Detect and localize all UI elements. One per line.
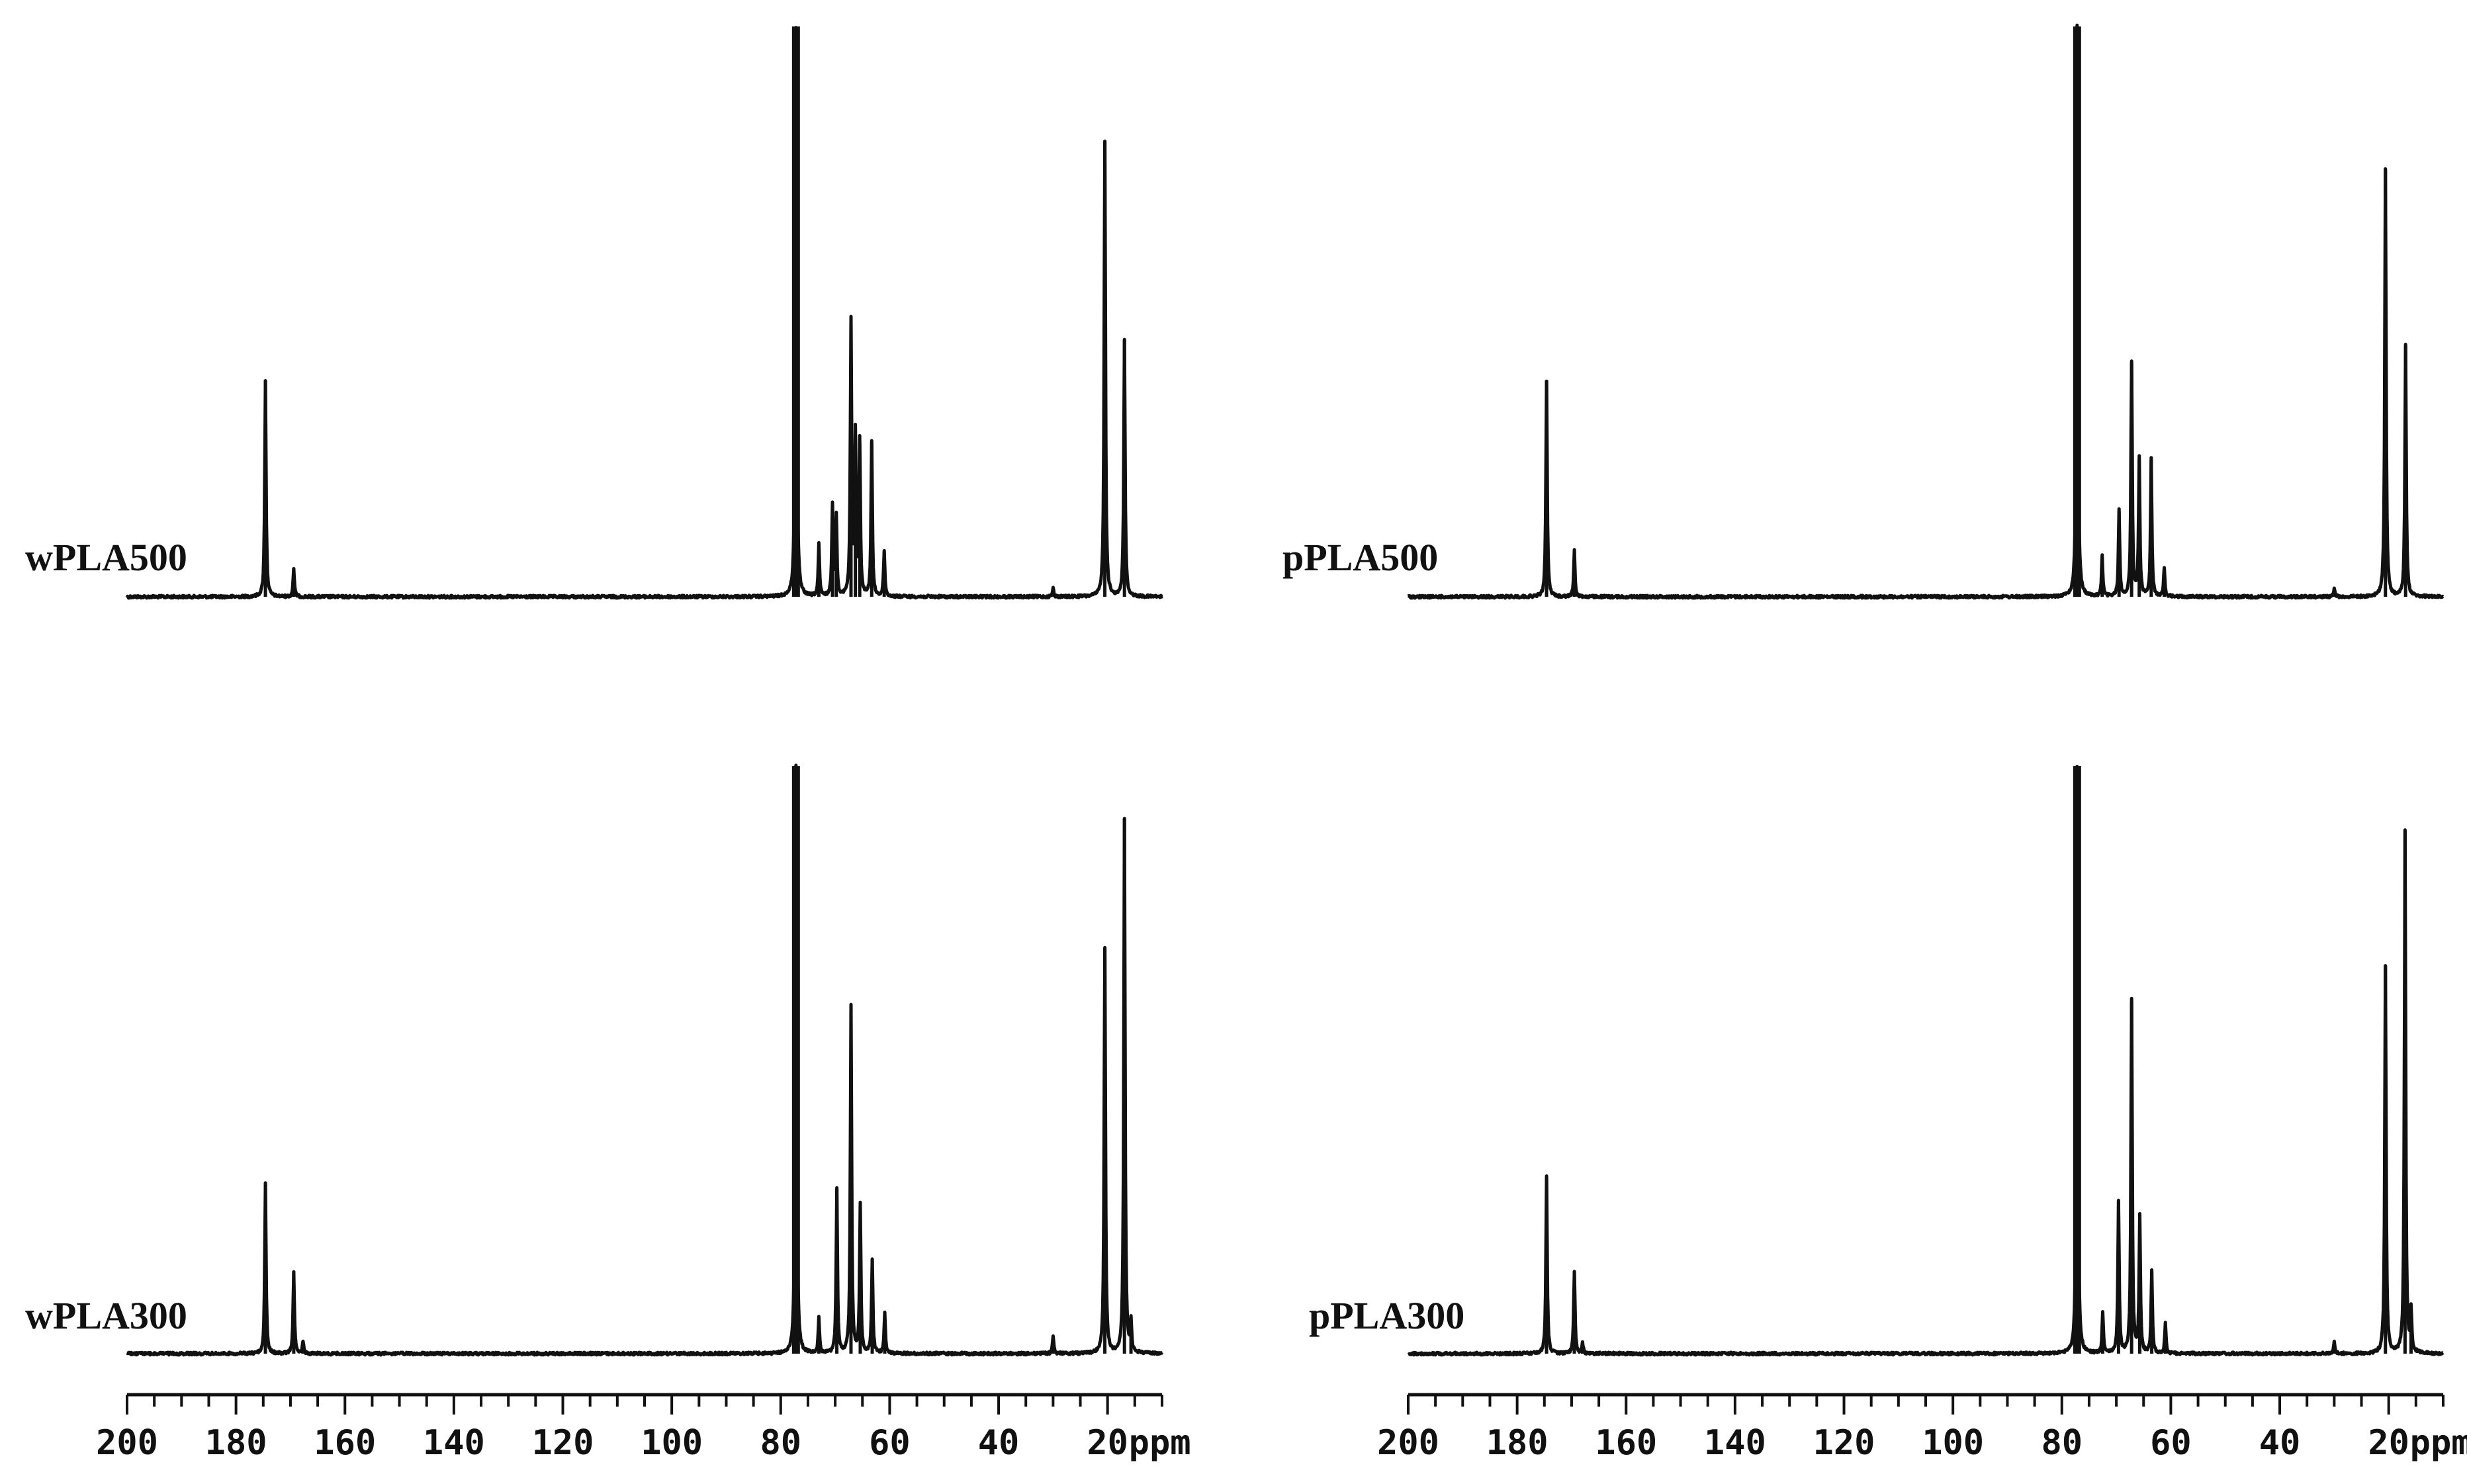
x-axis-ticks-right bbox=[1407, 1395, 2445, 1415]
x-tick-label: 140 bbox=[1704, 1423, 1766, 1463]
x-tick-label: 40 bbox=[978, 1423, 1020, 1463]
x-tick-label: 160 bbox=[314, 1423, 376, 1463]
x-tick-label: 180 bbox=[1486, 1423, 1548, 1463]
sample-label-ppla500: pPLA500 bbox=[1282, 536, 1438, 579]
sample-label-ppla300: pPLA300 bbox=[1309, 1294, 1464, 1337]
spectrum-panel-wpla300: wPLA300 bbox=[25, 764, 1164, 1357]
x-tick-label: 200 bbox=[96, 1423, 158, 1463]
spectrum-trace-ppla500 bbox=[1407, 23, 2445, 600]
x-tick-label: 20 bbox=[1087, 1423, 1128, 1463]
x-tick-label: 60 bbox=[869, 1423, 911, 1463]
x-tick-label: 120 bbox=[532, 1423, 594, 1463]
x-tick-label: 100 bbox=[641, 1423, 703, 1463]
x-tick-label: 160 bbox=[1595, 1423, 1657, 1463]
x-tick-label: 40 bbox=[2259, 1423, 2301, 1463]
x-tick-label: 200 bbox=[1377, 1423, 1439, 1463]
x-tick-label: 100 bbox=[1922, 1423, 1984, 1463]
sample-label-wpla500: wPLA500 bbox=[25, 536, 187, 579]
x-axis-left: ppm 200 180 160 140 120 100 80 60 40 20 bbox=[96, 1393, 1191, 1463]
x-axis-ticks-left bbox=[126, 1395, 1163, 1415]
x-tick-label: 80 bbox=[760, 1423, 801, 1463]
spectrum-panel-wpla500: wPLA500 bbox=[25, 26, 1163, 600]
x-tick-label: 140 bbox=[423, 1423, 485, 1463]
x-axis-unit-left: ppm bbox=[1129, 1423, 1191, 1463]
x-axis-right: ppm 200 180 160 140 120 100 80 60 40 20 bbox=[1377, 1393, 2467, 1463]
x-tick-label: 80 bbox=[2041, 1423, 2083, 1463]
sample-label-wpla300: wPLA300 bbox=[25, 1294, 187, 1337]
spectrum-trace-wpla500 bbox=[125, 26, 1163, 600]
spectrum-panel-ppla500: pPLA500 bbox=[1282, 23, 2445, 600]
x-tick-label: 180 bbox=[205, 1423, 267, 1463]
spectrum-panel-ppla300: pPLA300 bbox=[1309, 765, 2445, 1357]
x-tick-label: 60 bbox=[2150, 1423, 2192, 1463]
x-tick-label: 120 bbox=[1813, 1423, 1875, 1463]
x-tick-label: 20 bbox=[2368, 1423, 2409, 1463]
x-axis-unit-right: ppm bbox=[2410, 1423, 2467, 1463]
spectrum-trace-ppla300 bbox=[1407, 765, 2445, 1357]
spectrum-trace-wpla300 bbox=[126, 764, 1164, 1357]
